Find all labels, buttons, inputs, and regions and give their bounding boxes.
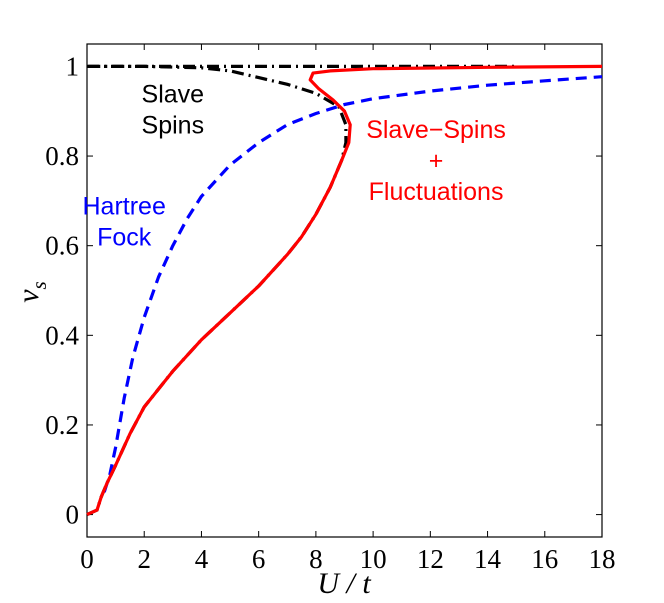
annotation-0: Slave Spins bbox=[142, 80, 205, 139]
x-ticks: 0 2 4 6 8 10 12 14 16 18 bbox=[80, 44, 616, 574]
x-tick-label: 8 bbox=[309, 544, 323, 574]
y-tick-label: 0.6 bbox=[45, 231, 79, 261]
x-tick-label: 0 bbox=[80, 544, 94, 574]
x-tick-label: 14 bbox=[474, 544, 502, 574]
annotation-line: + bbox=[429, 147, 444, 175]
y-ticks: 0 0.2 0.4 0.6 0.8 1 bbox=[45, 51, 602, 530]
series-layer bbox=[86, 64, 603, 517]
x-tick-label: 6 bbox=[252, 544, 266, 574]
x-axis-label: U / t bbox=[317, 567, 371, 600]
y-tick-label: 0 bbox=[66, 500, 80, 530]
y-tick-label: 0.2 bbox=[45, 410, 79, 440]
annotation-layer: Slave Spins Hartree Fock Slave−Spins + Fluctua… bbox=[83, 80, 506, 251]
series-line-3 bbox=[86, 64, 603, 517]
y-tick-label: 0.8 bbox=[45, 141, 79, 171]
annotation-line: Spins bbox=[142, 111, 205, 139]
y-axis-label-main: ν bbox=[12, 289, 45, 303]
x-tick-label: 4 bbox=[195, 544, 209, 574]
series-line-2 bbox=[102, 75, 603, 493]
x-tick-label: 16 bbox=[531, 544, 558, 574]
annotation-line: Fluctuations bbox=[369, 178, 504, 206]
y-axis-label-subscript: s bbox=[27, 281, 51, 289]
plot-area: 0 2 4 6 8 10 12 14 16 18 0 0.2 0.4 0.6 0.8 1 Slave Spin… bbox=[45, 43, 616, 574]
series-line-0 bbox=[86, 64, 348, 517]
annotation-2: Slave−Spins + Fluctuations bbox=[366, 116, 506, 206]
annotation-1: Hartree Fock bbox=[83, 192, 166, 251]
annotation-line: Fock bbox=[97, 223, 152, 251]
x-tick-label: 2 bbox=[137, 544, 151, 574]
annotation-line: Hartree bbox=[83, 192, 166, 220]
x-tick-label: 10 bbox=[360, 544, 387, 574]
annotation-line: Slave bbox=[142, 80, 205, 108]
y-axis-label: νs bbox=[12, 281, 51, 303]
x-tick-label: 18 bbox=[589, 544, 616, 574]
annotation-line: Slave−Spins bbox=[366, 116, 506, 144]
y-tick-label: 0.4 bbox=[45, 320, 79, 350]
plot-frame bbox=[86, 43, 603, 538]
y-tick-label: 1 bbox=[66, 51, 80, 81]
x-tick-label: 12 bbox=[417, 544, 444, 574]
